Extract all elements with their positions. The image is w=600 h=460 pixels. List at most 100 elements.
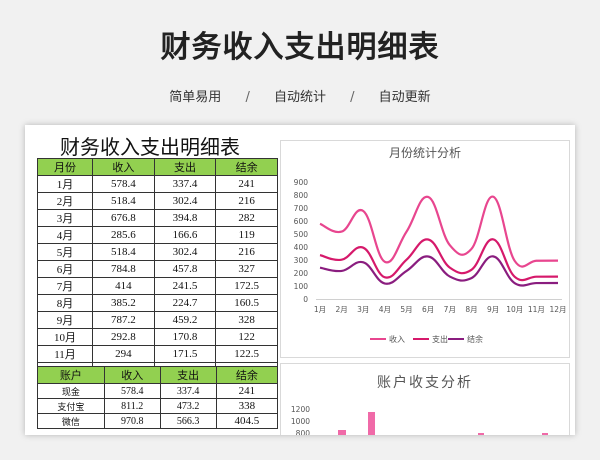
series-line-结余: [319, 255, 559, 287]
legend-label: 结余: [467, 334, 483, 344]
table-row: 支付宝 811.2 473.2 338: [37, 398, 279, 414]
table-cell[interactable]: 302.4: [153, 192, 217, 210]
column-header: 结余: [215, 366, 279, 384]
table-cell[interactable]: 172.5: [215, 277, 278, 295]
y-tick-label: 800: [296, 429, 311, 435]
table-cell[interactable]: 385.2: [92, 294, 155, 312]
y-tick-label: 1000: [291, 417, 310, 426]
table-cell[interactable]: 现金: [37, 383, 105, 399]
table-cell[interactable]: 404.5: [215, 413, 279, 429]
feature-easy: 简单易用: [169, 90, 222, 105]
monthly-line-chart: 月份统计分析 0 100 200 300 400 500 600 700 800 900 1月 2月 3月…: [280, 140, 570, 358]
table-cell[interactable]: 676.8: [92, 209, 155, 227]
legend-label: 支出: [432, 334, 448, 344]
table-row: 微信 970.8 566.3 404.5: [37, 413, 279, 429]
table-cell[interactable]: 6月: [36, 260, 94, 278]
table-cell[interactable]: 566.3: [159, 413, 217, 429]
table-cell[interactable]: 122: [215, 328, 278, 346]
table-cell[interactable]: 338: [215, 398, 279, 414]
table-cell[interactable]: 414: [92, 277, 155, 295]
table-cell[interactable]: 224.7: [153, 294, 217, 312]
table-cell[interactable]: 7月: [36, 277, 94, 295]
y-tick-label: 200: [294, 269, 309, 278]
table-cell[interactable]: 285.6: [92, 226, 155, 244]
table-cell[interactable]: 292.8: [92, 328, 155, 346]
table-cell[interactable]: 1月: [36, 175, 94, 193]
table-cell[interactable]: 216: [215, 192, 278, 210]
table-cell[interactable]: 294: [92, 345, 155, 363]
x-tick-label: 5月: [400, 305, 412, 314]
table-cell[interactable]: 8月: [36, 294, 94, 312]
x-tick-label: 10月: [506, 305, 523, 314]
table-row: 1月 578.4 337.4 241: [36, 175, 278, 193]
y-tick-label: 1200: [291, 405, 310, 414]
line-chart-svg: 月份统计分析 0 100 200 300 400 500 600 700 800 900 1月 2月 3月…: [280, 140, 570, 358]
table-cell[interactable]: 4月: [36, 226, 94, 244]
table-cell[interactable]: 970.8: [103, 413, 161, 429]
table-cell[interactable]: 328: [215, 311, 278, 329]
table-cell[interactable]: 9月: [36, 311, 94, 329]
table-cell[interactable]: 216: [215, 243, 278, 261]
table-row: 5月 518.4 302.4 216: [36, 243, 278, 261]
monthly-table: 月份 收入 支出 结余 1月 578.4 337.4 241 2月 518.4 302.4 216 3…: [36, 158, 278, 380]
table-cell[interactable]: 327: [215, 260, 278, 278]
table-cell[interactable]: 457.8: [153, 260, 217, 278]
series-line-支出: [319, 238, 559, 282]
table-cell[interactable]: 337.4: [159, 383, 217, 399]
table-cell[interactable]: 119: [215, 226, 278, 244]
y-tick-label: 800: [294, 191, 309, 200]
table-cell[interactable]: 支付宝: [37, 398, 105, 414]
separator: /: [350, 90, 355, 105]
table-cell[interactable]: 160.5: [215, 294, 278, 312]
table-cell[interactable]: 5月: [36, 243, 94, 261]
table-cell[interactable]: 2月: [36, 192, 94, 210]
table-cell[interactable]: 241.5: [153, 277, 217, 295]
table-cell[interactable]: 10月: [36, 328, 94, 346]
table-cell[interactable]: 578.4: [92, 175, 155, 193]
table-cell[interactable]: 459.2: [153, 311, 217, 329]
account-bar-chart: 账户收支分析 1200 1000 800: [280, 363, 570, 435]
account-table: 账户 收入 支出 结余 现金 578.4 337.4 241 支付宝 811.2 473.2 338…: [37, 366, 279, 429]
table-cell[interactable]: 518.4: [92, 192, 155, 210]
spreadsheet-preview: 财务收入支出明细表 月份 收入 支出 结余 1月 578.4 337.4 241 2月 518.…: [25, 125, 575, 435]
table-cell[interactable]: 337.4: [153, 175, 217, 193]
table-cell[interactable]: 166.6: [153, 226, 217, 244]
legend-label: 收入: [389, 334, 405, 344]
table-row: 4月 285.6 166.6 119: [36, 226, 278, 244]
column-header: 收入: [103, 366, 161, 384]
hero-title: 财务收入支出明细表: [160, 30, 440, 65]
bar: [542, 433, 548, 435]
table-cell[interactable]: 784.8: [92, 260, 155, 278]
table-cell[interactable]: 578.4: [103, 383, 161, 399]
column-header: 支出: [153, 158, 217, 176]
column-header: 月份: [36, 158, 94, 176]
bar-chart-svg: 账户收支分析 1200 1000 800: [280, 363, 570, 435]
table-header-row: 月份 收入 支出 结余: [36, 158, 278, 176]
feature-row: 简单易用 / 自动统计 / 自动更新: [0, 86, 600, 105]
y-tick-label: 600: [294, 217, 309, 226]
table-cell[interactable]: 241: [215, 383, 279, 399]
x-tick-label: 2月: [335, 305, 347, 314]
table-cell[interactable]: 282: [215, 209, 278, 227]
table-cell[interactable]: 241: [215, 175, 278, 193]
table-row: 3月 676.8 394.8 282: [36, 209, 278, 227]
table-cell[interactable]: 394.8: [153, 209, 217, 227]
table-cell[interactable]: 微信: [37, 413, 105, 429]
table-cell[interactable]: 3月: [36, 209, 94, 227]
y-tick-label: 700: [294, 204, 309, 213]
table-cell[interactable]: 787.2: [92, 311, 155, 329]
x-tick-label: 3月: [357, 305, 369, 314]
y-tick-label: 500: [294, 230, 309, 239]
bar: [338, 430, 346, 435]
feature-auto-update: 自动更新: [378, 90, 431, 105]
table-cell[interactable]: 518.4: [92, 243, 155, 261]
chart-border: [280, 140, 570, 358]
table-cell[interactable]: 170.8: [153, 328, 217, 346]
table-cell[interactable]: 11月: [36, 345, 94, 363]
table-cell[interactable]: 811.2: [103, 398, 161, 414]
table-cell[interactable]: 171.5: [153, 345, 217, 363]
table-cell[interactable]: 473.2: [159, 398, 217, 414]
table-cell[interactable]: 302.4: [153, 243, 217, 261]
table-cell[interactable]: 122.5: [215, 345, 278, 363]
table-row: 2月 518.4 302.4 216: [36, 192, 278, 210]
